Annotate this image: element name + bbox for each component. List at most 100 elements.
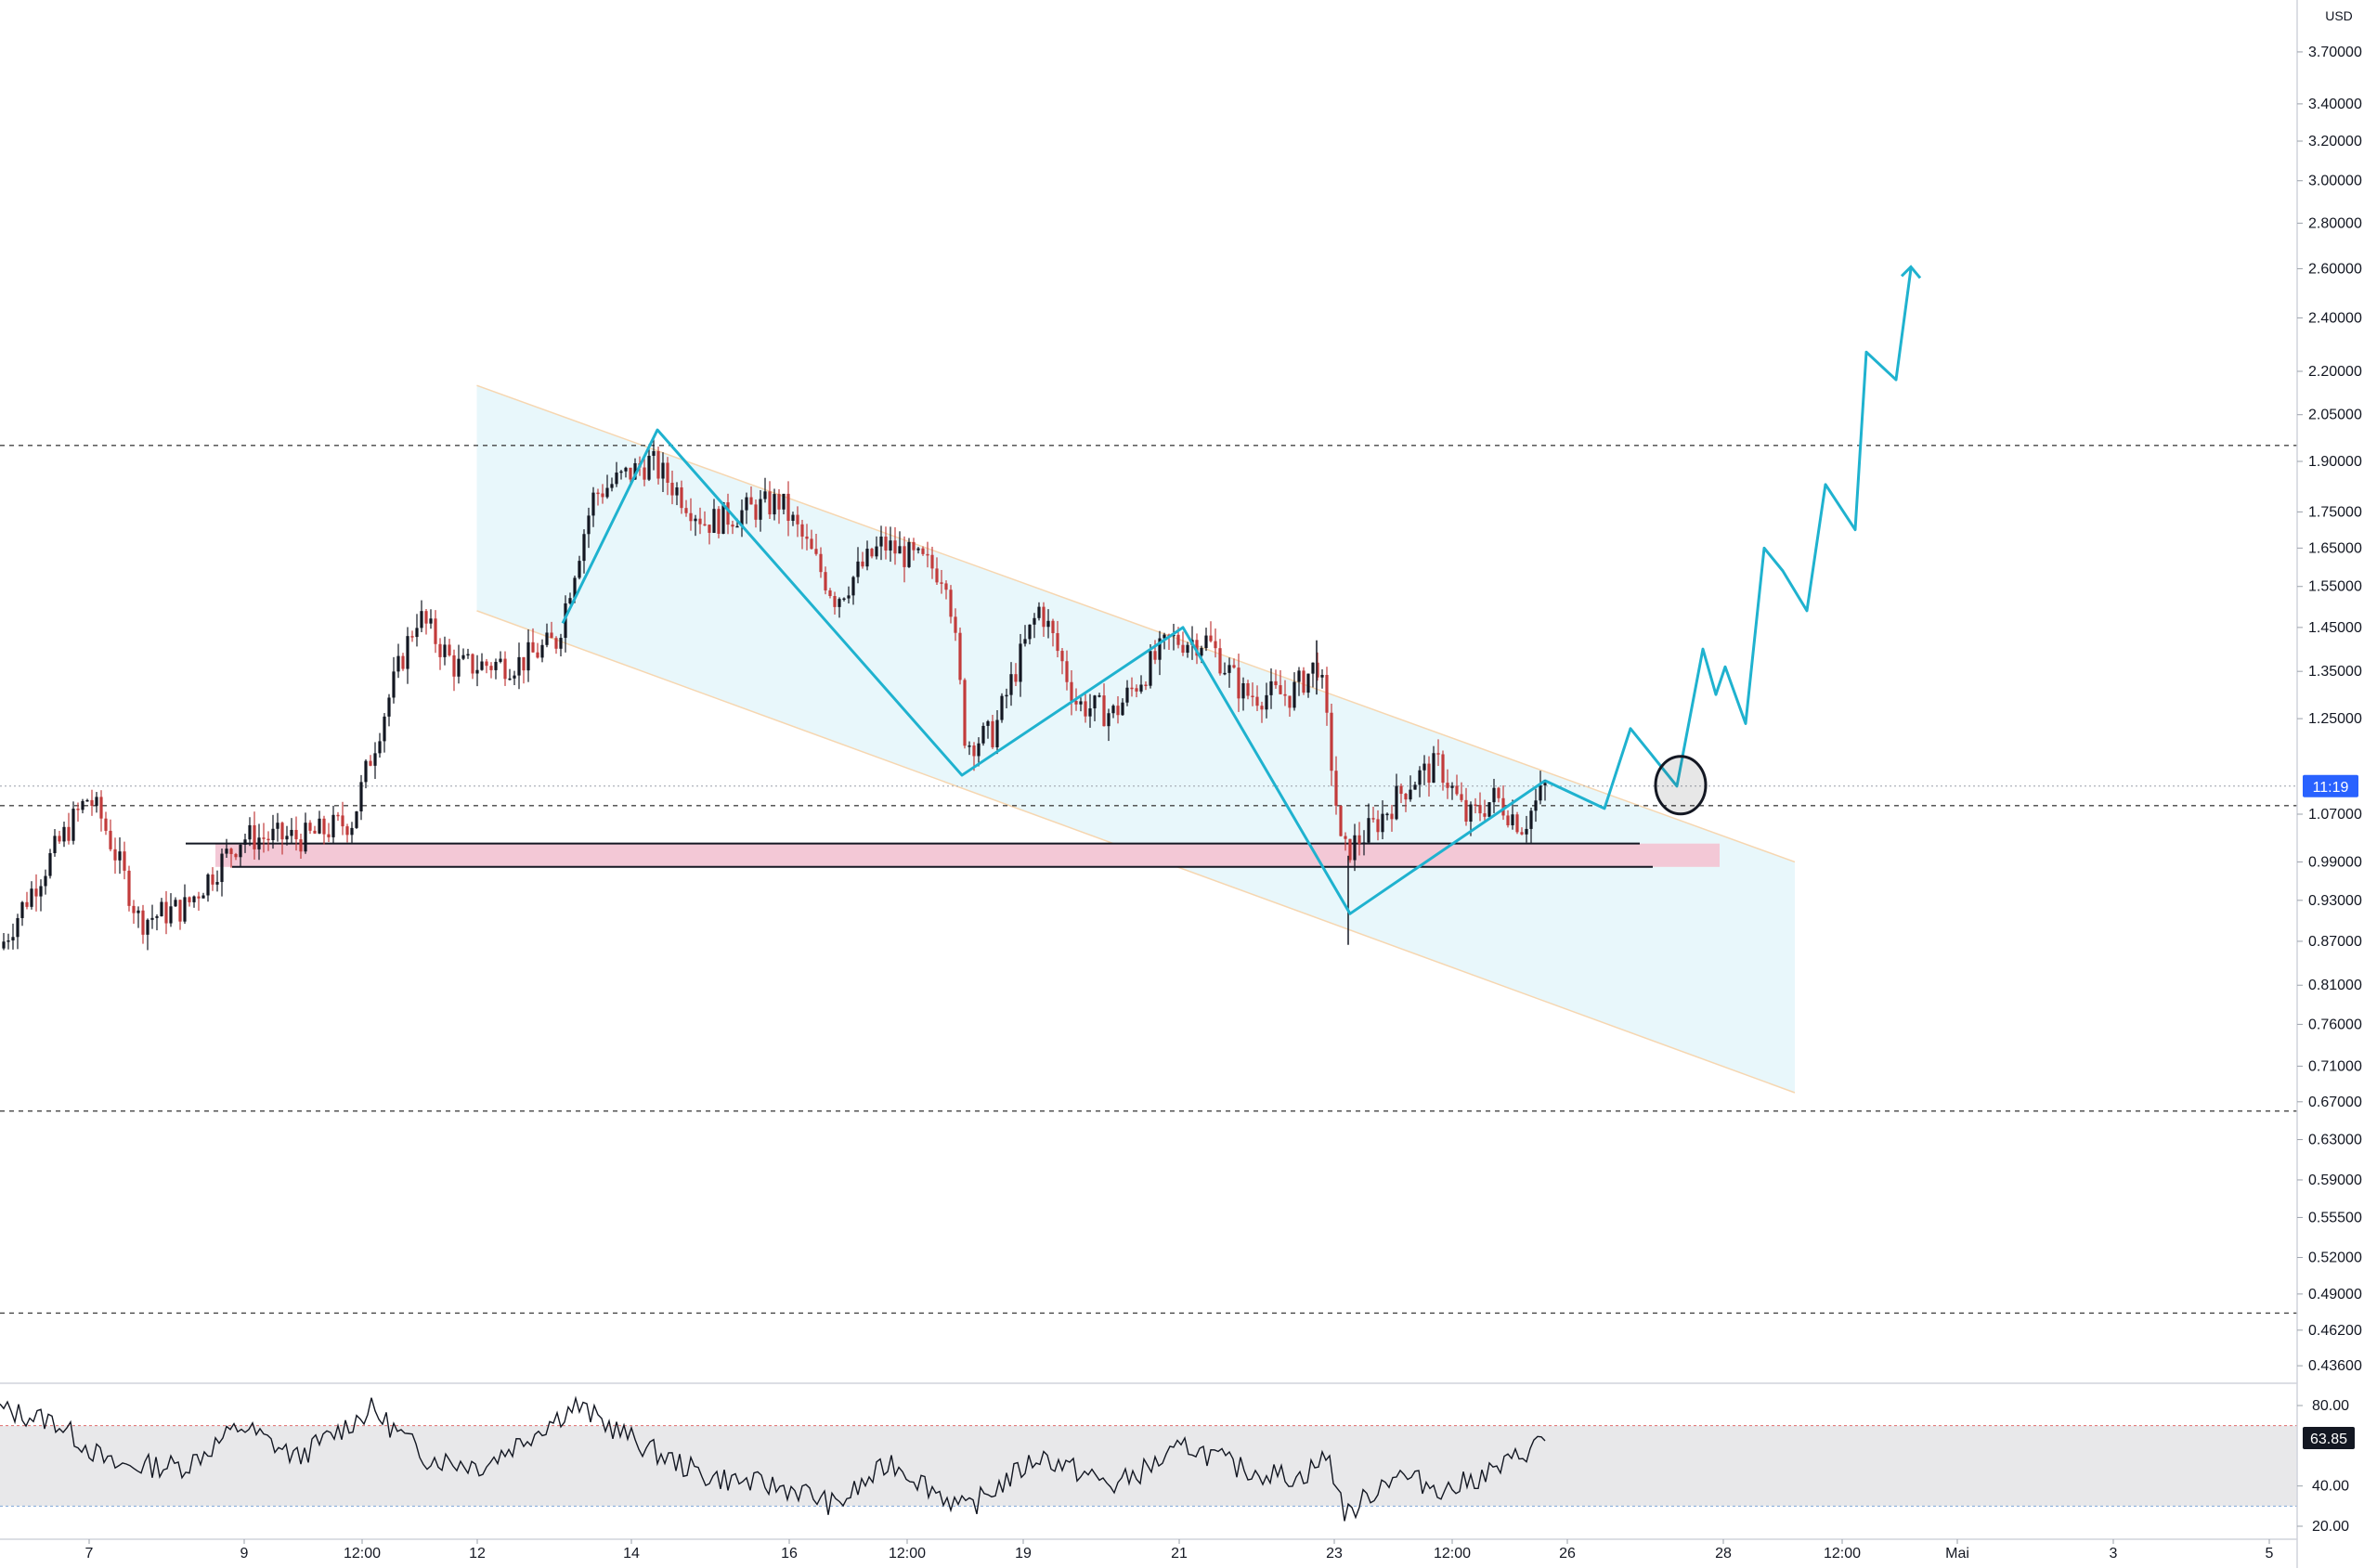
candle (940, 569, 943, 594)
price-tick-label: 0.93000 (2308, 893, 2362, 909)
candle (842, 597, 846, 602)
price-tick-label: 0.46200 (2308, 1323, 2362, 1339)
candle (81, 798, 84, 814)
candle (963, 678, 967, 749)
candle (257, 823, 261, 861)
time-tick-label: 12:00 (1824, 1546, 1861, 1562)
candle (1209, 621, 1213, 643)
candle (1251, 682, 1254, 706)
candle (1274, 669, 1278, 689)
candle (694, 514, 697, 537)
candle (605, 474, 609, 499)
candle (814, 534, 818, 556)
candle (828, 588, 832, 599)
candle (1060, 648, 1064, 675)
candle (104, 811, 108, 836)
candle (276, 812, 279, 842)
price-tick-label: 3.40000 (2308, 97, 2362, 112)
current-price-badge-label: 11:19 (2313, 780, 2349, 796)
candle (1353, 823, 1357, 872)
candle (220, 849, 224, 897)
candle (1009, 662, 1013, 706)
candle (461, 648, 465, 661)
candle (1172, 623, 1176, 651)
rsi-line[interactable] (0, 1395, 1546, 1522)
candle (336, 811, 340, 822)
candle (856, 547, 860, 584)
candle (1344, 832, 1347, 851)
candle (926, 541, 929, 568)
candle (731, 520, 734, 535)
candle (1005, 688, 1008, 709)
rsi-value-badge-label: 63.85 (2310, 1432, 2347, 1447)
candle (1418, 766, 1422, 797)
candle (903, 536, 906, 583)
candle (1450, 782, 1454, 800)
candle (34, 874, 38, 912)
candle (183, 884, 187, 925)
time-tick-label: 23 (1326, 1546, 1343, 1562)
candle (1056, 620, 1059, 658)
candle (229, 847, 233, 868)
candle (796, 506, 799, 538)
candle (591, 486, 595, 527)
candle (675, 482, 679, 506)
candle (1487, 801, 1491, 820)
candle (712, 499, 716, 534)
candle (703, 511, 707, 526)
candle (1232, 658, 1236, 669)
candle (1265, 682, 1268, 719)
candle (1529, 808, 1533, 844)
candle (1255, 685, 1259, 711)
candle (109, 819, 112, 852)
candle (30, 881, 33, 910)
candle (489, 662, 493, 679)
retest-circle-marker[interactable] (1654, 755, 1708, 816)
candle (1306, 673, 1310, 698)
candle (1037, 602, 1041, 621)
candlestick-series[interactable] (2, 438, 1547, 951)
candle (773, 488, 776, 521)
candle (211, 867, 214, 891)
support-zone[interactable] (215, 843, 1720, 867)
zigzag-pattern-line[interactable] (561, 428, 1546, 915)
candle (253, 811, 256, 860)
candle (526, 628, 530, 682)
candle (958, 627, 962, 685)
candle (322, 815, 326, 845)
candle (615, 461, 618, 487)
price-tick-label: 3.00000 (2308, 174, 2362, 189)
price-tick-label: 2.05000 (2308, 408, 2362, 423)
price-tick-label: 0.67000 (2308, 1095, 2362, 1110)
candle (243, 834, 247, 853)
candle (215, 870, 219, 892)
candle (499, 651, 502, 664)
candle (870, 547, 874, 559)
channel-upper-line[interactable] (476, 384, 1796, 863)
candle (1102, 683, 1106, 727)
candle (1223, 662, 1227, 676)
candle (508, 668, 512, 680)
candle (726, 493, 730, 535)
candle (127, 865, 131, 912)
candle (192, 895, 196, 908)
candle (1381, 800, 1384, 839)
candle (1023, 625, 1027, 647)
candle (174, 897, 177, 907)
candle (1297, 667, 1301, 696)
time-tick-label: 12:00 (344, 1546, 381, 1562)
candle (6, 933, 10, 950)
candle (1362, 830, 1366, 856)
candle (819, 547, 823, 578)
candle (833, 591, 837, 616)
candle (1497, 786, 1500, 803)
candle (2, 933, 6, 951)
candle (717, 506, 721, 538)
candle (522, 656, 526, 684)
projected-path-line[interactable] (1544, 268, 1913, 810)
candle (396, 643, 400, 679)
descending-channel-fill[interactable] (476, 385, 1796, 1094)
candle (239, 844, 242, 867)
